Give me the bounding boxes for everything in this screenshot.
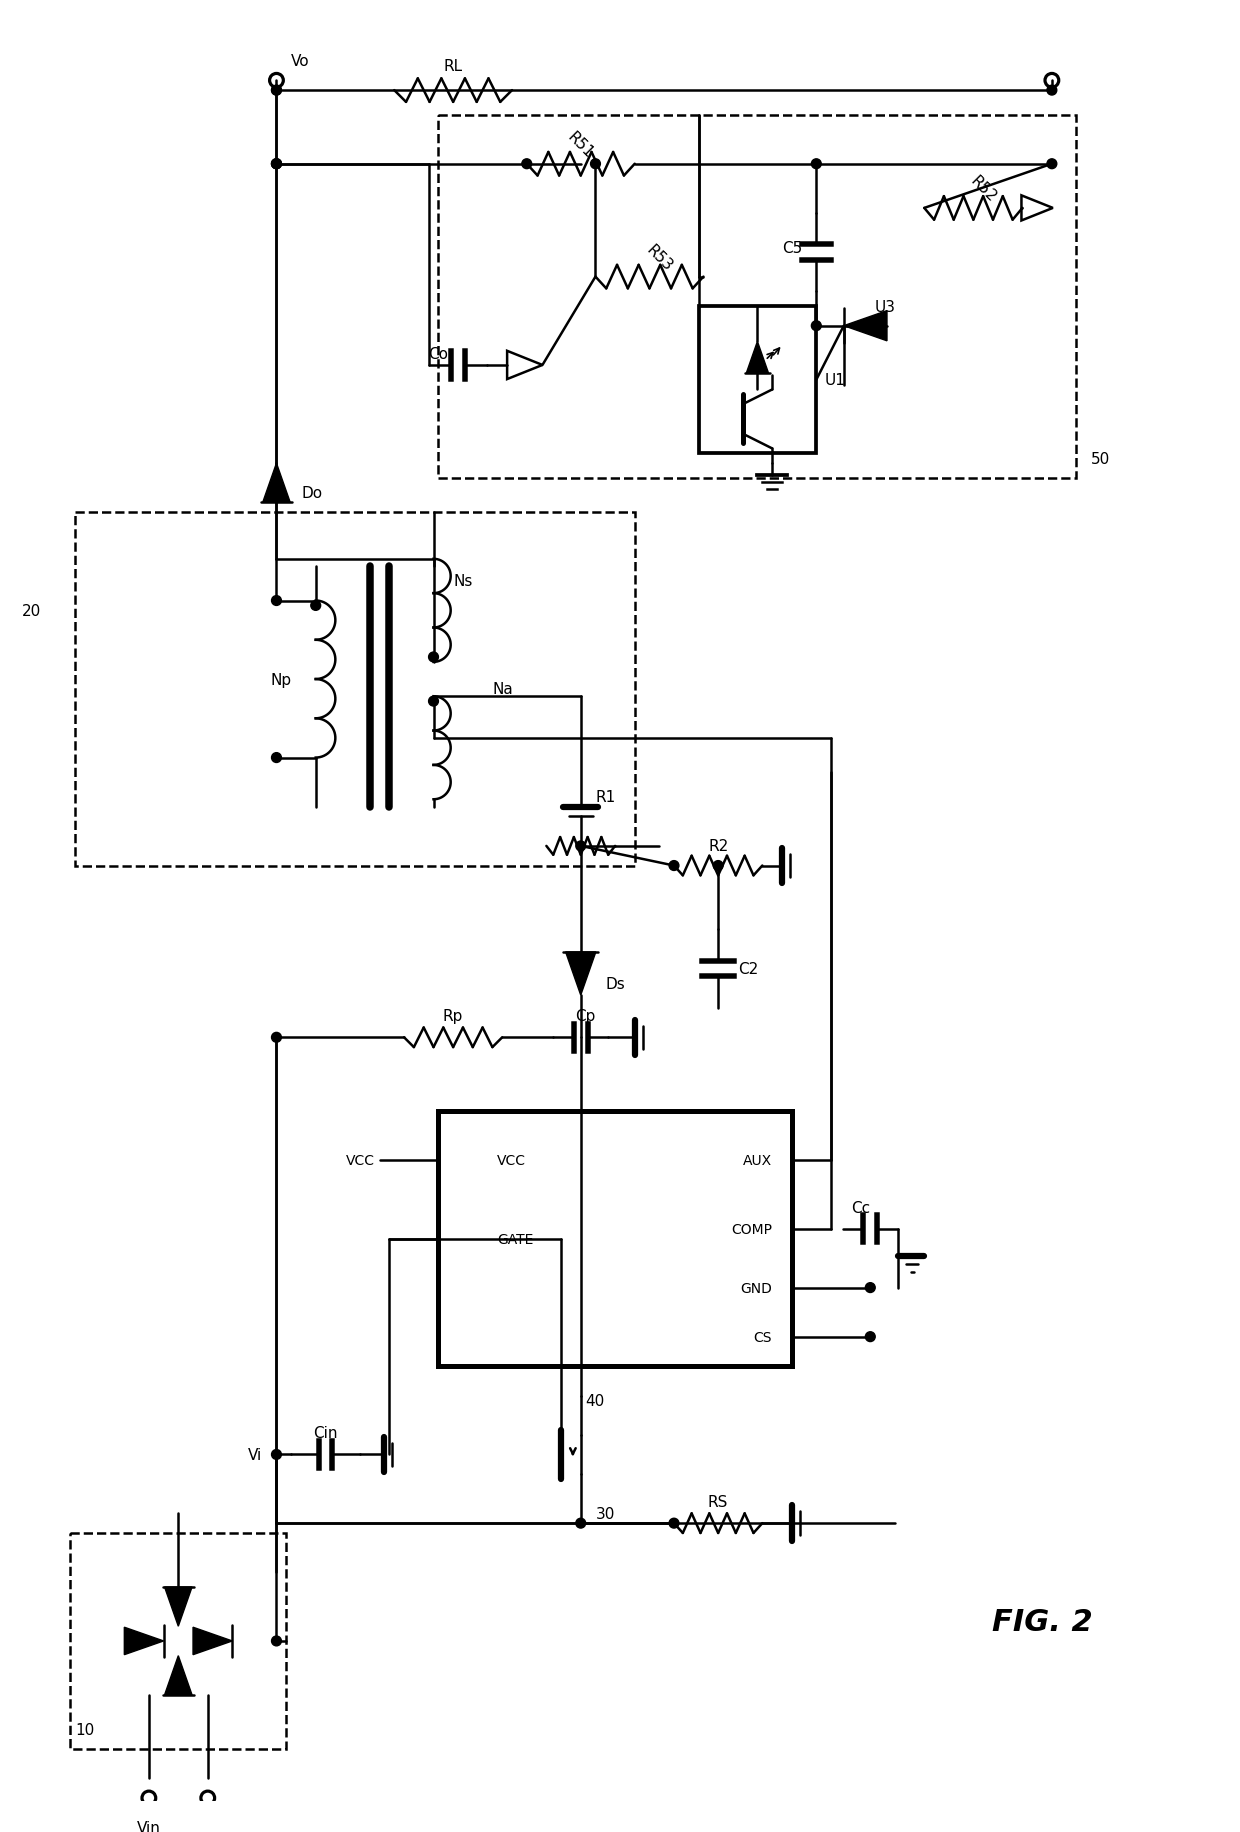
Text: Na: Na <box>492 682 513 696</box>
Text: C5: C5 <box>781 240 802 255</box>
Text: R51: R51 <box>565 130 596 161</box>
Text: AUX: AUX <box>743 1154 773 1167</box>
Circle shape <box>713 861 723 870</box>
Text: 50: 50 <box>1091 451 1110 467</box>
Circle shape <box>272 1636 281 1645</box>
Text: Np: Np <box>270 672 291 687</box>
Polygon shape <box>565 953 596 995</box>
Bar <box>439 115 1076 478</box>
Text: R1: R1 <box>595 790 616 804</box>
Text: 40: 40 <box>585 1392 605 1409</box>
Bar <box>698 308 816 454</box>
Text: FIG. 2: FIG. 2 <box>992 1607 1092 1636</box>
Text: RS: RS <box>708 1495 728 1510</box>
Circle shape <box>272 595 281 606</box>
Circle shape <box>670 861 678 870</box>
Text: Vi: Vi <box>248 1447 262 1462</box>
Circle shape <box>311 601 321 612</box>
Text: Ds: Ds <box>605 976 625 991</box>
Text: RL: RL <box>444 59 463 73</box>
Circle shape <box>1047 159 1056 170</box>
Circle shape <box>866 1332 875 1341</box>
Text: Do: Do <box>301 485 322 500</box>
Circle shape <box>590 159 600 170</box>
Text: U3: U3 <box>874 299 895 315</box>
Text: VCC: VCC <box>346 1154 374 1167</box>
Circle shape <box>272 1449 281 1460</box>
Circle shape <box>272 86 281 95</box>
Text: COMP: COMP <box>732 1222 773 1237</box>
Circle shape <box>272 1033 281 1042</box>
Circle shape <box>429 652 439 663</box>
Bar <box>71 1533 286 1750</box>
Circle shape <box>866 1282 875 1293</box>
Circle shape <box>272 159 281 170</box>
Text: Cin: Cin <box>314 1425 337 1440</box>
Circle shape <box>429 696 439 707</box>
Text: U1: U1 <box>825 374 844 388</box>
Polygon shape <box>746 343 769 374</box>
Circle shape <box>522 159 532 170</box>
Text: GND: GND <box>740 1281 773 1295</box>
Bar <box>439 1112 792 1367</box>
Text: Cp: Cp <box>575 1009 596 1024</box>
Text: Vo: Vo <box>291 55 310 70</box>
Circle shape <box>272 159 281 170</box>
Circle shape <box>811 322 821 332</box>
Text: R2: R2 <box>708 839 728 854</box>
Text: 20: 20 <box>21 603 41 619</box>
Text: GATE: GATE <box>497 1231 533 1246</box>
Text: C2: C2 <box>738 962 758 976</box>
Polygon shape <box>124 1627 164 1654</box>
Circle shape <box>670 1519 678 1528</box>
Text: Vin: Vin <box>136 1819 161 1832</box>
Circle shape <box>811 159 821 170</box>
Text: CS: CS <box>754 1330 773 1345</box>
Circle shape <box>272 159 281 170</box>
Text: Rp: Rp <box>443 1009 464 1024</box>
Circle shape <box>272 86 281 95</box>
Polygon shape <box>165 1587 192 1627</box>
Circle shape <box>1047 86 1056 95</box>
Text: VCC: VCC <box>497 1154 526 1167</box>
Circle shape <box>575 841 585 852</box>
Text: 10: 10 <box>76 1722 94 1737</box>
Circle shape <box>575 1519 585 1528</box>
Polygon shape <box>263 463 290 504</box>
Text: R52: R52 <box>967 174 999 205</box>
Text: Cc: Cc <box>851 1200 870 1215</box>
Polygon shape <box>843 311 887 341</box>
Polygon shape <box>193 1627 232 1654</box>
Text: R53: R53 <box>644 242 675 273</box>
Circle shape <box>272 753 281 764</box>
Text: 30: 30 <box>595 1506 615 1521</box>
Polygon shape <box>165 1656 192 1695</box>
Text: Co: Co <box>428 346 449 361</box>
Bar <box>76 513 635 867</box>
Text: Ns: Ns <box>453 573 472 590</box>
